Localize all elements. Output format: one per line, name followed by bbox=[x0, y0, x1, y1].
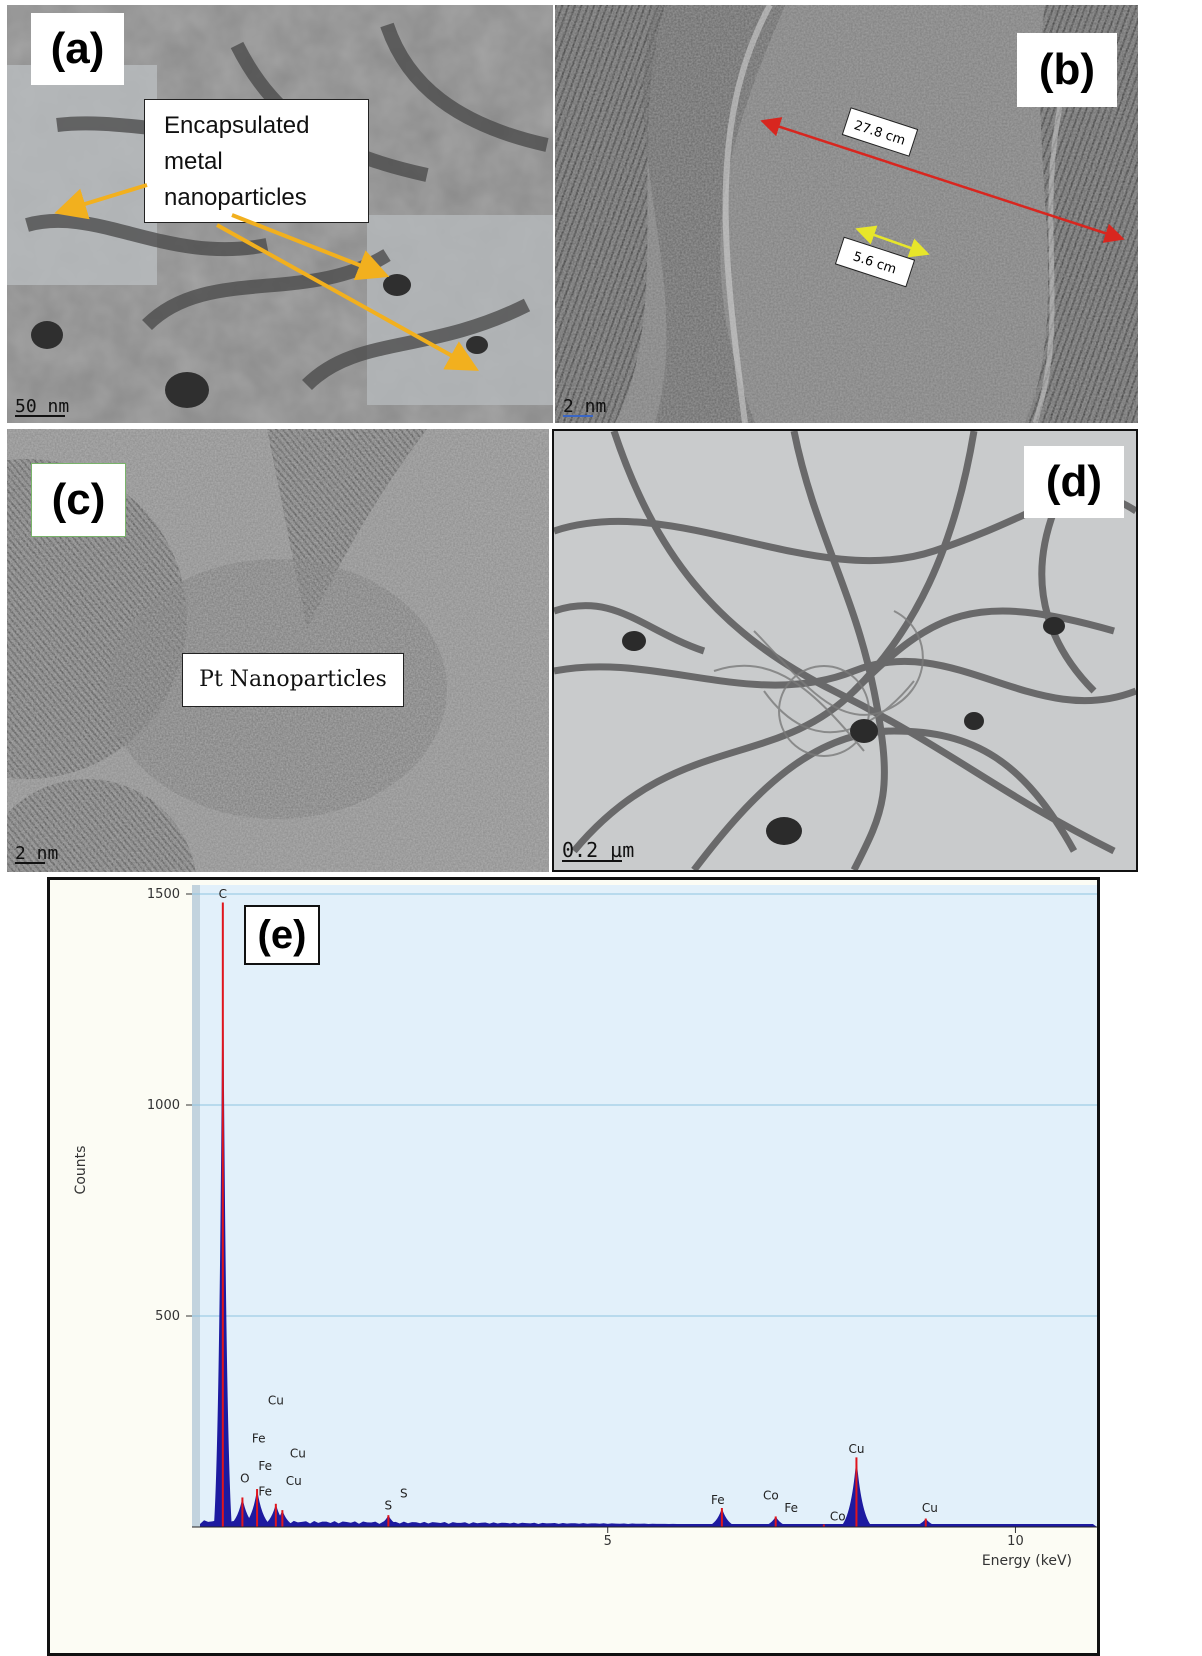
element-label: S bbox=[400, 1486, 408, 1500]
y-tick-label: 1500 bbox=[147, 887, 180, 902]
panel-d-scalebar: 0.2 µm bbox=[562, 838, 634, 862]
scalebar-line bbox=[563, 415, 593, 417]
panel-c: (c) Pt Nanoparticles 2 nm bbox=[7, 429, 549, 872]
panel-a-arrows bbox=[54, 183, 479, 371]
plot-left-strip bbox=[192, 885, 200, 1527]
scalebar-line bbox=[15, 862, 45, 864]
x-axis-label: Energy (keV) bbox=[982, 1553, 1072, 1569]
element-label: Fe bbox=[784, 1501, 798, 1515]
element-label: Co bbox=[763, 1489, 779, 1503]
panel-b-scalebar: 2 nm bbox=[563, 396, 606, 417]
panel-a-scalebar: 50 nm bbox=[15, 396, 69, 417]
panel-e-label: (e) bbox=[244, 905, 320, 965]
panel-c-label: (c) bbox=[31, 463, 126, 537]
element-label: Cu bbox=[848, 1442, 864, 1456]
element-label: Fe bbox=[258, 1484, 272, 1498]
element-label: Fe bbox=[258, 1459, 272, 1473]
panel-b: (b) 27.8 cm 5.6 cm 2 nm bbox=[555, 5, 1138, 423]
y-axis-label: Counts bbox=[73, 1146, 89, 1195]
spectrum-baseline bbox=[200, 1520, 1097, 1527]
panel-b-measurements: 27.8 cm 5.6 cm bbox=[760, 107, 1125, 288]
panel-a-label: (a) bbox=[31, 13, 124, 85]
y-tick-label: 1000 bbox=[147, 1098, 180, 1113]
scalebar-line bbox=[562, 860, 622, 862]
element-label: Cu bbox=[290, 1446, 306, 1460]
long-measure-line bbox=[760, 117, 1125, 243]
callout-line-3: nanoparticles bbox=[164, 184, 307, 211]
panel-d-label: (d) bbox=[1024, 446, 1124, 518]
element-label: Co bbox=[830, 1510, 846, 1524]
element-label: C bbox=[219, 887, 227, 901]
arrow-1 bbox=[54, 183, 148, 220]
scalebar-text: 2 nm bbox=[563, 396, 607, 417]
element-label: S bbox=[385, 1498, 393, 1512]
callout-line-2: metal bbox=[164, 148, 223, 175]
element-label: Cu bbox=[268, 1394, 284, 1408]
scalebar-line bbox=[15, 415, 65, 417]
panel-c-scalebar: 2 nm bbox=[15, 843, 58, 864]
panel-b-label: (b) bbox=[1017, 33, 1117, 107]
y-tick-label: 500 bbox=[155, 1309, 180, 1324]
short-measure-line bbox=[855, 225, 930, 258]
panel-d: (d) 0.2 µm bbox=[552, 429, 1138, 872]
panel-c-callout: Pt Nanoparticles bbox=[182, 653, 404, 707]
panel-e: C Cu Fe Cu Fe O Cu Fe S S Fe Co Fe Co Cu Cu 500 1000 1500… bbox=[47, 877, 1100, 1656]
scalebar-text: 50 nm bbox=[15, 396, 70, 417]
scalebar-text: 0.2 µm bbox=[562, 838, 635, 862]
panel-a: (a) Encapsulated metal nanoparticles 50 … bbox=[7, 5, 553, 423]
scalebar-text: 2 nm bbox=[15, 843, 59, 864]
plot-area bbox=[192, 885, 1097, 1527]
callout-line-1: Encapsulated bbox=[164, 112, 310, 139]
element-label: Fe bbox=[711, 1493, 725, 1507]
x-tick-label: 10 bbox=[1007, 1534, 1024, 1549]
panel-a-callout: Encapsulated metal nanoparticles bbox=[144, 99, 369, 223]
eds-spectrum-chart: C Cu Fe Cu Fe O Cu Fe SS Fe Co Fe Co Cu Cu 500 1000 1500… bbox=[73, 885, 1097, 1569]
arrow-3 bbox=[216, 223, 479, 371]
long-measure-box: 27.8 cm bbox=[841, 107, 919, 157]
element-label: Fe bbox=[252, 1432, 266, 1446]
element-label: Cu bbox=[922, 1501, 938, 1515]
element-label: Cu bbox=[286, 1474, 302, 1488]
element-label: O bbox=[240, 1472, 249, 1486]
x-tick-label: 5 bbox=[604, 1534, 612, 1549]
arrow-2 bbox=[231, 213, 390, 281]
